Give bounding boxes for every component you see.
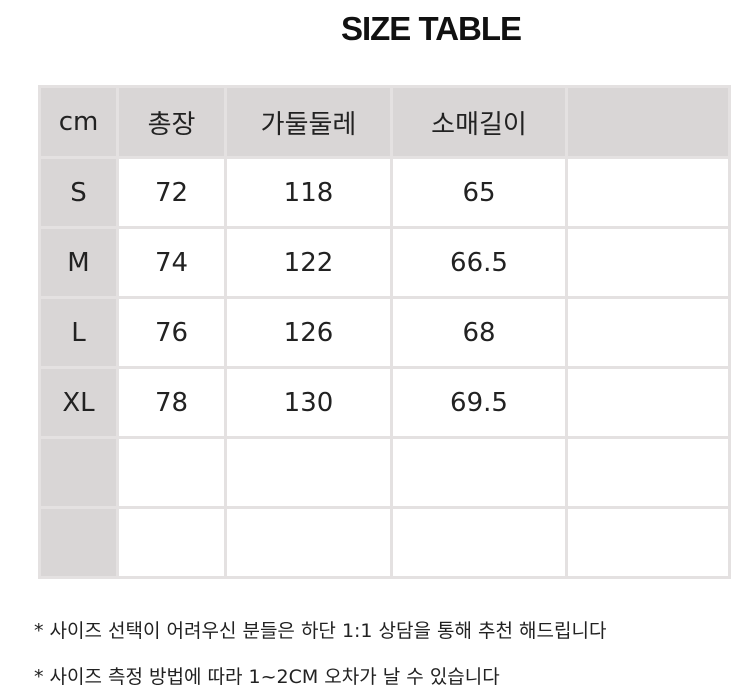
value-cell (390, 436, 568, 509)
value-cell: 76 (116, 296, 227, 369)
note-measurement: * 사이즈 측정 방법에 따라 1~2CM 오차가 날 수 있습니다 (34, 666, 500, 688)
table-row (38, 506, 731, 579)
value-cell: 74 (116, 226, 227, 299)
value-cell: 69.5 (390, 366, 568, 439)
value-cell (116, 506, 227, 579)
value-cell: 130 (224, 366, 393, 439)
value-cell (224, 506, 393, 579)
table-row (38, 436, 731, 509)
table-row: XL 78 130 69.5 (38, 366, 731, 439)
header-cell (565, 85, 731, 159)
size-cell: M (38, 226, 119, 299)
size-cell: XL (38, 366, 119, 439)
table-row: M 74 122 66.5 (38, 226, 731, 299)
value-cell (390, 506, 568, 579)
value-cell: 122 (224, 226, 393, 299)
value-cell (565, 226, 731, 299)
value-cell: 78 (116, 366, 227, 439)
value-cell: 72 (116, 156, 227, 229)
size-cell: S (38, 156, 119, 229)
value-cell: 126 (224, 296, 393, 369)
table-row: L 76 126 68 (38, 296, 731, 369)
header-cell: cm (38, 85, 119, 159)
page-title: SIZE TABLE (340, 10, 522, 47)
value-cell (116, 436, 227, 509)
value-cell (565, 156, 731, 229)
value-cell: 68 (390, 296, 568, 369)
note-recommendation: * 사이즈 선택이 어려우신 분들은 하단 1:1 상담을 통해 추천 해드립니… (34, 620, 607, 642)
table-row: S 72 118 65 (38, 156, 731, 229)
value-cell: 66.5 (390, 226, 568, 299)
value-cell (224, 436, 393, 509)
header-cell: 소매길이 (390, 85, 568, 159)
value-cell (565, 296, 731, 369)
value-cell (565, 506, 731, 579)
header-cell: 가둘둘레 (224, 85, 393, 159)
header-cell: 총장 (116, 85, 227, 159)
value-cell: 118 (224, 156, 393, 229)
size-cell (38, 506, 119, 579)
size-cell: L (38, 296, 119, 369)
value-cell (565, 366, 731, 439)
header-row: cm 총장 가둘둘레 소매길이 (38, 85, 731, 159)
size-cell (38, 436, 119, 509)
value-cell: 65 (390, 156, 568, 229)
value-cell (565, 436, 731, 509)
size-table: cm 총장 가둘둘레 소매길이 S 72 118 65 M 74 122 66.5 L 76 126 68 XL… (38, 85, 731, 579)
